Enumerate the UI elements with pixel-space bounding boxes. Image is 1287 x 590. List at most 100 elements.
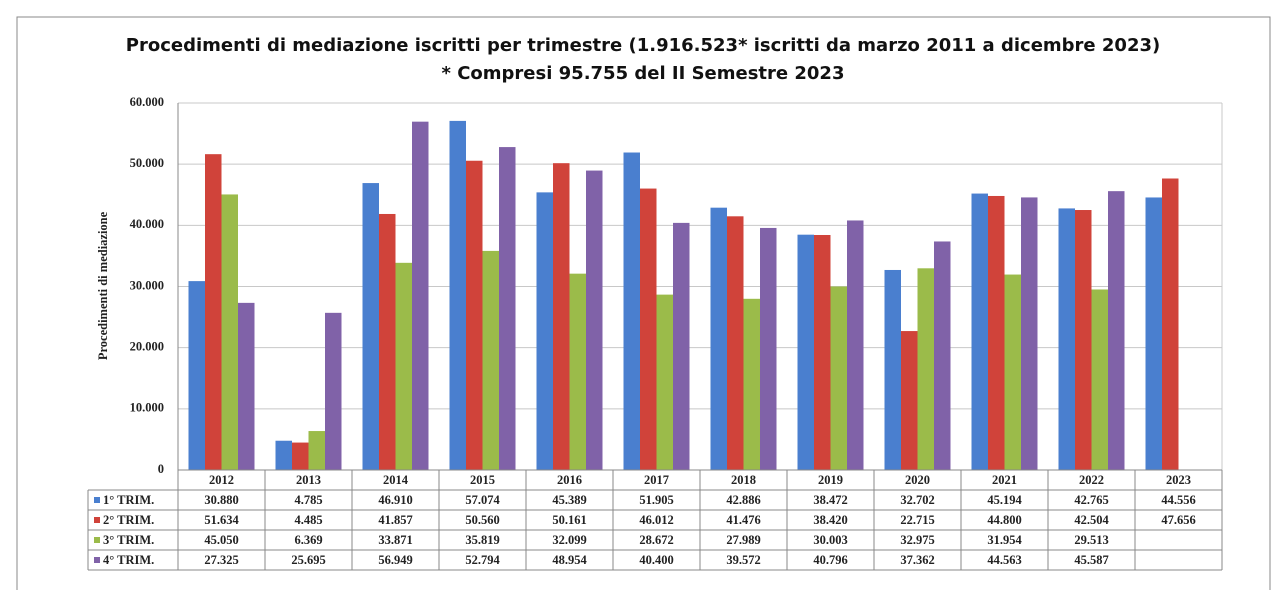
chart-subtitle: * Compresi 95.755 del II Semestre 2023 <box>442 63 845 84</box>
x-tick-label: 2023 <box>1166 473 1191 487</box>
table-value: 42.886 <box>726 493 760 507</box>
bar <box>1058 208 1075 470</box>
x-tick-label: 2014 <box>383 473 409 487</box>
table-value: 4.485 <box>294 513 322 527</box>
x-tick-label: 2021 <box>992 473 1017 487</box>
bar <box>292 442 309 470</box>
table-value: 41.476 <box>726 513 760 527</box>
bar <box>482 250 499 470</box>
bar <box>727 216 744 470</box>
bar <box>673 222 690 470</box>
y-tick-label: 40.000 <box>130 217 164 231</box>
x-tick-label: 2019 <box>818 473 843 487</box>
table-value: 56.949 <box>378 553 412 567</box>
table-value: 40.400 <box>639 553 673 567</box>
table-value: 46.910 <box>378 493 412 507</box>
table-value: 30.003 <box>813 533 847 547</box>
table-value: 42.765 <box>1074 493 1108 507</box>
bar <box>1145 197 1162 470</box>
bar <box>499 147 516 470</box>
table-value: 38.420 <box>813 513 847 527</box>
bar <box>362 183 379 470</box>
bar <box>1162 178 1179 470</box>
bar <box>901 331 918 470</box>
bar <box>205 154 222 470</box>
bar <box>586 170 603 470</box>
bar <box>830 286 847 470</box>
bar <box>623 152 640 471</box>
bar <box>449 120 466 470</box>
bar <box>1091 289 1108 470</box>
table-value: 45.050 <box>204 533 238 547</box>
table-value: 33.871 <box>378 533 412 547</box>
bar <box>1108 191 1125 470</box>
table-value: 25.695 <box>291 553 325 567</box>
table-value: 38.472 <box>813 493 847 507</box>
table-value: 41.857 <box>378 513 412 527</box>
bar <box>884 269 901 470</box>
x-tick-label: 2017 <box>644 473 669 487</box>
x-tick-label: 2012 <box>209 473 234 487</box>
bar <box>536 192 553 471</box>
y-tick-label: 30.000 <box>130 278 164 292</box>
bar <box>308 431 325 470</box>
frame <box>16 16 1271 590</box>
table-value: 31.954 <box>987 533 1022 547</box>
table-value: 27.989 <box>726 533 760 547</box>
y-tick-label: 0 <box>158 462 164 476</box>
table-value: 46.012 <box>639 513 673 527</box>
bar <box>847 220 864 470</box>
legend-label: 2° TRIM. <box>103 513 154 527</box>
bar <box>760 227 777 470</box>
table-value: 39.572 <box>726 553 760 567</box>
table-value: 44.556 <box>1161 493 1195 507</box>
table-value: 57.074 <box>465 493 500 507</box>
legend-swatch <box>94 497 100 503</box>
legend-swatch <box>94 517 100 523</box>
table-value: 52.794 <box>465 553 500 567</box>
bar <box>412 121 429 470</box>
table-value: 45.194 <box>987 493 1022 507</box>
bar <box>275 440 292 470</box>
bar <box>569 273 586 470</box>
y-tick-label: 10.000 <box>130 401 164 415</box>
legend-label: 1° TRIM. <box>103 493 154 507</box>
bar <box>395 262 412 470</box>
bar <box>1075 210 1092 470</box>
bar <box>743 298 760 470</box>
legend-swatch <box>94 557 100 563</box>
table-value: 30.880 <box>204 493 238 507</box>
bar <box>640 188 657 470</box>
table-value: 6.369 <box>294 533 322 547</box>
y-tick-label: 50.000 <box>130 156 164 170</box>
bar <box>379 213 396 471</box>
table-value: 51.905 <box>639 493 673 507</box>
bar <box>656 294 673 470</box>
table-value: 51.634 <box>204 513 239 527</box>
table-value: 40.796 <box>813 553 847 567</box>
bar <box>553 163 570 470</box>
y-axis-label: Procedimenti di mediazione <box>96 211 110 360</box>
table-value: 32.099 <box>552 533 586 547</box>
table-value: 45.389 <box>552 493 586 507</box>
x-tick-label: 2015 <box>470 473 495 487</box>
bar <box>238 302 255 470</box>
table-value: 45.587 <box>1074 553 1108 567</box>
legend-label: 3° TRIM. <box>103 533 154 547</box>
bar <box>221 194 238 471</box>
y-tick-label: 20.000 <box>130 340 164 354</box>
table-value: 50.161 <box>552 513 586 527</box>
legend-swatch <box>94 537 100 543</box>
chart-title: Procedimenti di mediazione iscritti per … <box>126 35 1160 56</box>
table-value: 37.362 <box>900 553 934 567</box>
y-tick-label: 60.000 <box>130 95 164 109</box>
table-value: 44.563 <box>987 553 1021 567</box>
bar <box>1021 197 1038 471</box>
x-tick-label: 2020 <box>905 473 930 487</box>
table-value: 50.560 <box>465 513 499 527</box>
table-value: 47.656 <box>1161 513 1195 527</box>
legend-label: 4° TRIM. <box>103 553 154 567</box>
table-value: 32.975 <box>900 533 934 547</box>
bar <box>797 234 814 470</box>
